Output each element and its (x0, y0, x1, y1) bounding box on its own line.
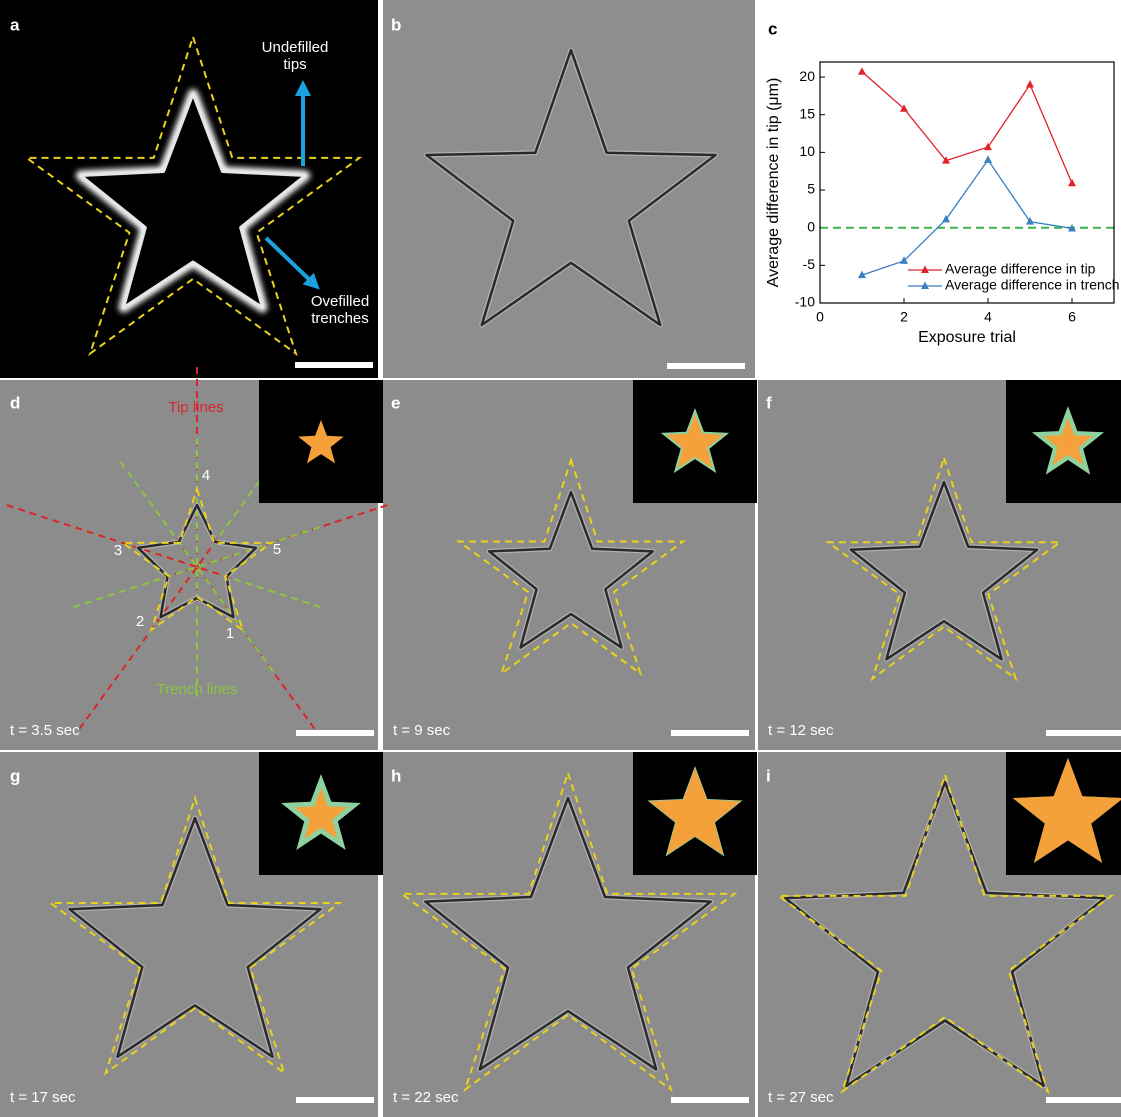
annotation: Ovefilled (311, 293, 369, 310)
scale-bar (296, 1097, 374, 1103)
target-star-dashed (455, 456, 687, 677)
data-point (900, 104, 908, 112)
data-point (1068, 223, 1076, 232)
annotation: Undefilled (262, 39, 329, 56)
y-tick-label: 15 (799, 105, 815, 121)
annotation: trenches (311, 310, 369, 327)
trench-line (119, 461, 275, 673)
time-label: t = 27 sec (768, 1089, 834, 1106)
x-axis-label: Exposure trial (918, 329, 1016, 346)
inset-star-orange (298, 420, 344, 464)
tip-lines-label: Tip lines (168, 399, 223, 416)
scale-bar (296, 730, 374, 736)
legend-label: Average difference in tip (945, 261, 1096, 277)
star-outline (68, 816, 322, 1059)
tip-number: 1 (226, 625, 234, 642)
data-point (1068, 178, 1076, 187)
trench-lines-label: Trench lines (156, 681, 237, 698)
tip-line (6, 504, 236, 581)
x-tick-label: 4 (984, 309, 992, 325)
y-tick-label: 0 (807, 218, 815, 234)
panel-label: f (766, 393, 772, 412)
panel-label: a (10, 15, 20, 34)
scale-bar (295, 362, 373, 368)
time-label: t = 9 sec (393, 722, 451, 739)
y-tick-label: 10 (799, 143, 815, 159)
target-star-dashed (23, 33, 363, 357)
scale-bar (671, 1097, 749, 1103)
arrow-trenches (264, 236, 320, 290)
panel-label: b (391, 15, 401, 34)
legend-marker (921, 281, 929, 289)
data-point (1026, 217, 1034, 225)
printed-star-edge (79, 92, 307, 309)
y-axis-label: Average difference in tip (μm) (765, 78, 782, 288)
target-star-dashed (775, 771, 1115, 1095)
inset-star-orange (1043, 418, 1093, 465)
inset-star-orange (294, 788, 348, 839)
tip-number: 4 (202, 467, 210, 484)
data-point (858, 67, 866, 75)
plot-frame (819, 61, 1115, 304)
target-star-dashed (398, 769, 738, 1093)
data-point (942, 156, 950, 164)
target-star-dashed (824, 454, 1064, 682)
tip-line (158, 504, 388, 581)
trench-line (73, 525, 321, 609)
x-tick-label: 0 (816, 309, 824, 325)
panel-label: h (391, 766, 401, 785)
tip-number: 5 (273, 541, 281, 558)
annotation: tips (283, 56, 306, 73)
tip-number: 2 (136, 613, 144, 630)
x-tick-label: 2 (900, 309, 908, 325)
time-label: t = 22 sec (393, 1089, 459, 1106)
star-outline (487, 490, 655, 649)
series-line (861, 71, 1073, 184)
data-point (900, 256, 908, 264)
target-star-dashed (119, 485, 275, 633)
inset-star-orange (666, 414, 724, 469)
y-tick-label: -10 (795, 294, 815, 310)
y-tick-label: 20 (799, 68, 815, 84)
star-outline (425, 48, 717, 327)
time-label: t = 3.5 sec (10, 722, 80, 739)
data-point (1026, 80, 1034, 88)
scale-bar (671, 730, 749, 736)
star-outline (424, 796, 712, 1071)
panel-label: d (10, 393, 20, 412)
panel-label: c (768, 19, 777, 38)
scale-bar (1046, 1097, 1121, 1103)
inset-star-orange (649, 768, 741, 855)
panel-label: i (766, 766, 771, 785)
inset-star-orange (1012, 758, 1121, 863)
star-outline (849, 480, 1039, 661)
panel-c-background (758, 0, 1121, 378)
tip-number: 3 (114, 542, 122, 559)
legend-label: Average difference in trench (945, 277, 1120, 293)
data-point (984, 142, 992, 151)
y-tick-label: 5 (807, 181, 815, 197)
data-point (858, 270, 866, 279)
time-label: t = 17 sec (10, 1089, 76, 1106)
x-tick-label: 6 (1068, 309, 1076, 325)
panel-label: g (10, 766, 20, 785)
data-point (984, 155, 992, 163)
data-point (942, 214, 950, 223)
target-star-dashed (47, 794, 343, 1076)
panel-label: e (391, 393, 400, 412)
scale-bar (667, 363, 745, 369)
series-line (861, 158, 1073, 276)
legend-marker (921, 265, 929, 273)
y-tick-label: -5 (803, 256, 816, 272)
scale-bar (1046, 730, 1121, 736)
time-label: t = 12 sec (768, 722, 834, 739)
